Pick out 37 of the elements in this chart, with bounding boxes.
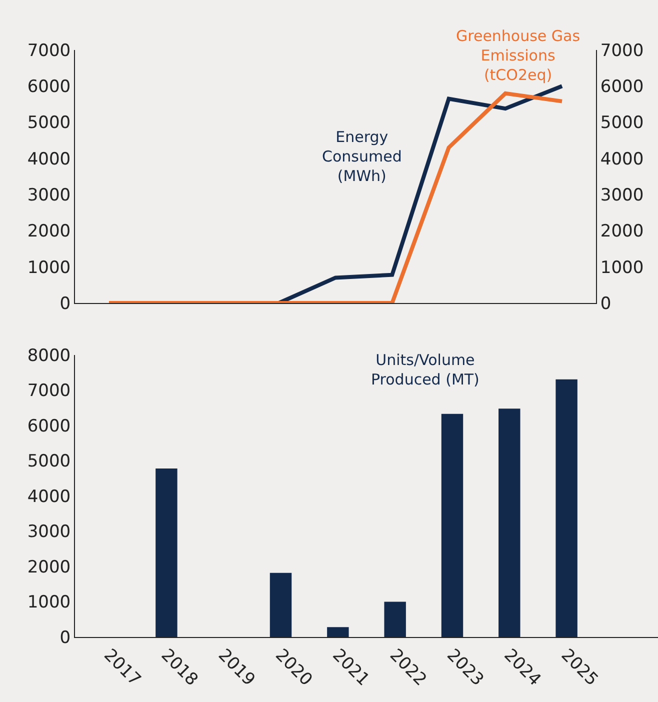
bar: [556, 379, 578, 637]
y2-tick-label: 0: [600, 294, 612, 314]
series-label: Energy Consumed (MWh): [322, 128, 402, 185]
y-tick-label: 2000: [27, 222, 71, 242]
y-tick-label: 6000: [27, 77, 71, 98]
bar: [327, 627, 349, 637]
y-tick-label: 5000: [27, 452, 71, 472]
y2-tick-label: 2000: [600, 222, 644, 242]
y-tick-label: 1000: [27, 258, 71, 278]
bar: [384, 602, 406, 637]
bar: [156, 468, 178, 637]
y-tick-label: 7000: [27, 40, 71, 61]
bar: [498, 408, 520, 637]
line-series: [276, 84, 564, 303]
y-tick-label: 7000: [27, 381, 71, 402]
y-tick-label: 3000: [27, 186, 71, 206]
series-label: Greenhouse Gas Emissions (tCO2eq): [456, 27, 580, 84]
y-tick-label: 1000: [27, 592, 71, 613]
y-tick-label: 4000: [27, 149, 71, 170]
y-tick-label: 0: [60, 628, 71, 648]
y-tick-label: 3000: [27, 522, 71, 542]
y-tick-label: 6000: [27, 416, 71, 436]
y2-tick-label: 7000: [600, 40, 644, 61]
y-tick-label: 0: [60, 294, 71, 314]
y2-tick-label: 4000: [600, 149, 644, 170]
y2-tick-label: 6000: [600, 77, 644, 98]
bar: [441, 414, 464, 637]
y-tick-label: 4000: [27, 486, 71, 507]
y-tick-label: 8000: [27, 346, 71, 366]
y-tick-label: 2000: [27, 557, 71, 578]
line-series: [106, 91, 564, 303]
series-label: Units/Volume Produced (MT): [371, 351, 480, 388]
bar: [270, 572, 292, 637]
y2-tick-label: 5000: [600, 113, 644, 134]
y2-tick-label: 3000: [600, 186, 644, 206]
y-tick-label: 5000: [27, 113, 71, 134]
y2-tick-label: 1000: [600, 258, 644, 278]
